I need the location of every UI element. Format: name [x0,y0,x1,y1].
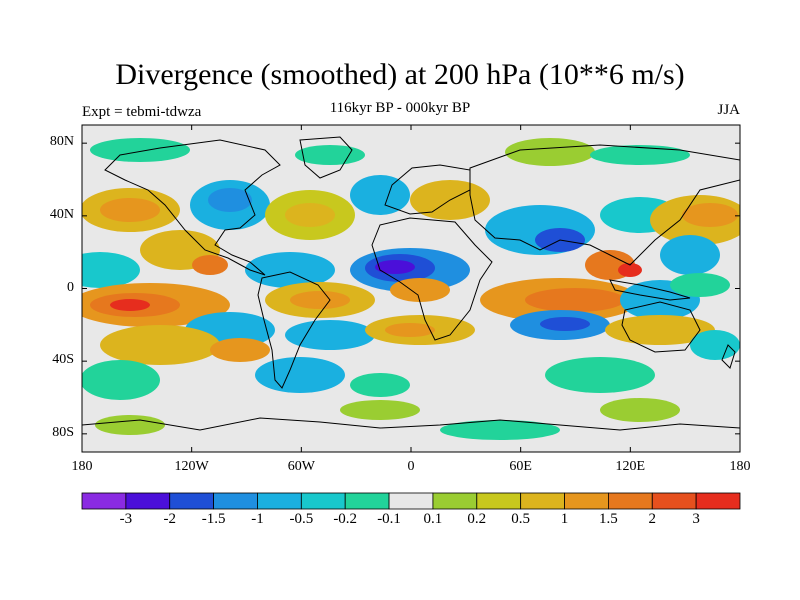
colorbar-swatch [81,492,127,510]
colorbar-swatch [651,492,697,510]
colorbar-swatch [608,492,653,510]
colorbar-swatch [476,492,522,510]
africa-outline [371,217,493,341]
colorbar-label: -3 [119,511,133,527]
colorbar-label: -0.5 [289,511,314,527]
colorbar-swatch [300,492,346,510]
colorbar-label: -1 [251,511,264,527]
lon-tick-label: 180 [71,459,93,474]
axis-ticks [81,125,741,452]
new-zealand-outline [721,344,736,369]
lon-tick-label: 60E [509,459,532,474]
colorbar-label: 0.1 [423,511,443,527]
colorbar-swatch [125,492,171,510]
colorbar-label: -0.1 [377,511,401,527]
colorbar-label: 1 [560,511,569,527]
colorbar-swatch [695,492,741,510]
greenland-outline [299,136,353,179]
lon-tick-label: 120W [174,459,209,474]
north-america-outline [104,139,281,276]
colorbar [81,492,741,510]
indonesia-outline [609,279,691,301]
lon-tick-label: 180 [729,459,751,474]
colorbar-label: -1.5 [201,511,226,527]
map-title: Divergence (smoothed) at 200 hPa (10**6 … [115,58,685,91]
lat-tick-label: 40N [49,206,74,222]
season-label: JJA [717,102,740,118]
time-range-label: 116kyr BP - 000kyr BP [329,100,471,116]
colorbar-label: 3 [692,511,700,527]
colorbar-label: 0.5 [511,511,531,527]
lon-tick-label: 60W [287,459,315,474]
lat-tick-label: 0 [67,279,74,295]
lat-tick-label: 40S [52,352,74,368]
colorbar-swatch [564,492,609,510]
colorbar-label: 1.5 [599,511,618,527]
lon-tick-label: 120E [615,459,646,474]
colorbar-swatch [169,492,215,510]
south-america-outline [257,271,331,389]
colorbar-swatch [257,492,302,510]
colorbar-label: 0.2 [467,511,487,527]
coastlines [82,136,740,431]
colorbar-swatch [388,492,434,510]
colorbar-swatch [520,492,565,510]
colorbar-swatch [213,492,258,510]
colorbar-label: -2 [163,511,176,527]
antarctica-outline [82,417,740,431]
colorbar-label: -0.2 [333,511,358,527]
lon-tick-label: 0 [407,459,415,474]
lat-tick-label: 80S [52,424,74,440]
australia-outline [621,301,701,353]
divergence-field [82,138,740,440]
experiment-label: Expt = tebmi-tdwza [82,104,202,120]
colorbar-swatch [344,492,390,510]
colorbar-label: 2 [648,511,657,527]
colorbar-swatch [432,492,478,510]
asia-outline [469,144,740,266]
lat-tick-label: 80N [49,134,74,150]
